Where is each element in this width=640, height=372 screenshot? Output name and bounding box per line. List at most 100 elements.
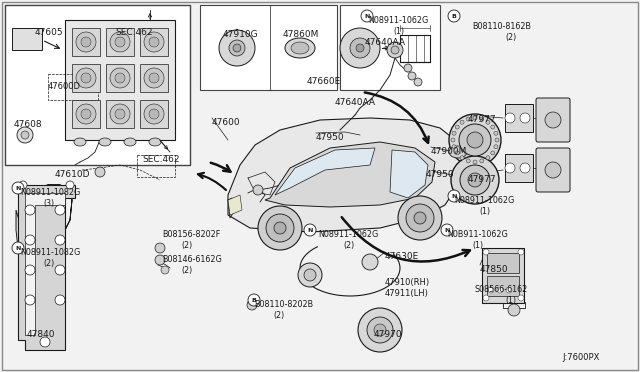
Bar xyxy=(140,100,168,128)
Circle shape xyxy=(362,254,378,270)
Circle shape xyxy=(25,265,35,275)
Circle shape xyxy=(358,308,402,352)
Circle shape xyxy=(466,117,470,121)
Text: N: N xyxy=(15,186,20,190)
Text: (2): (2) xyxy=(181,241,192,250)
Circle shape xyxy=(55,295,65,305)
Circle shape xyxy=(21,131,29,139)
Circle shape xyxy=(468,173,482,187)
Text: B08110-8202B: B08110-8202B xyxy=(254,300,313,309)
Circle shape xyxy=(12,182,24,194)
Circle shape xyxy=(460,156,464,160)
Circle shape xyxy=(155,243,165,253)
Circle shape xyxy=(95,167,105,177)
Circle shape xyxy=(361,10,373,22)
Text: 47630E: 47630E xyxy=(385,252,419,261)
Polygon shape xyxy=(228,118,460,232)
Text: 47970: 47970 xyxy=(374,330,403,339)
Bar xyxy=(482,248,524,303)
Circle shape xyxy=(374,324,386,336)
Circle shape xyxy=(414,212,426,224)
Text: 47950: 47950 xyxy=(426,170,454,179)
Circle shape xyxy=(19,181,27,189)
Circle shape xyxy=(12,242,24,254)
Bar xyxy=(505,154,533,182)
Circle shape xyxy=(298,263,322,287)
Circle shape xyxy=(66,181,74,189)
Text: (2): (2) xyxy=(181,266,192,275)
Bar xyxy=(106,64,134,92)
Circle shape xyxy=(76,68,96,88)
Text: 47910G: 47910G xyxy=(223,30,259,39)
Polygon shape xyxy=(265,142,435,207)
Circle shape xyxy=(486,156,490,160)
Circle shape xyxy=(76,32,96,52)
Circle shape xyxy=(491,125,495,129)
Text: N08911-1062G: N08911-1062G xyxy=(368,16,428,25)
Circle shape xyxy=(76,104,96,124)
Circle shape xyxy=(219,30,255,66)
Text: 47900M: 47900M xyxy=(431,147,467,156)
Circle shape xyxy=(258,206,302,250)
Circle shape xyxy=(266,214,294,242)
Circle shape xyxy=(149,109,159,119)
Ellipse shape xyxy=(291,42,309,54)
Circle shape xyxy=(483,249,489,255)
Circle shape xyxy=(144,68,164,88)
Circle shape xyxy=(404,64,412,72)
Text: 47977: 47977 xyxy=(468,175,497,184)
Circle shape xyxy=(459,124,491,156)
Circle shape xyxy=(149,37,159,47)
Bar xyxy=(5,5,190,165)
Circle shape xyxy=(494,131,498,135)
Circle shape xyxy=(25,205,35,215)
Bar xyxy=(340,5,440,90)
Circle shape xyxy=(110,32,130,52)
Circle shape xyxy=(414,78,422,86)
Text: 47600: 47600 xyxy=(212,118,241,127)
Circle shape xyxy=(17,127,33,143)
Text: B: B xyxy=(452,13,456,19)
Text: N: N xyxy=(15,246,20,250)
Circle shape xyxy=(144,104,164,124)
Circle shape xyxy=(115,73,125,83)
Circle shape xyxy=(25,235,35,245)
Text: 47600D: 47600D xyxy=(48,82,81,91)
Text: 47640AA: 47640AA xyxy=(335,98,376,107)
Text: B08156-8202F: B08156-8202F xyxy=(162,230,220,239)
Circle shape xyxy=(488,287,494,293)
Bar xyxy=(140,64,168,92)
Circle shape xyxy=(455,151,460,155)
Circle shape xyxy=(248,294,260,306)
Ellipse shape xyxy=(74,138,86,146)
Text: (1): (1) xyxy=(479,207,490,216)
Circle shape xyxy=(449,114,501,166)
Text: 47910(RH): 47910(RH) xyxy=(385,278,430,287)
Text: 47608: 47608 xyxy=(14,120,43,129)
Circle shape xyxy=(460,165,490,195)
Ellipse shape xyxy=(124,138,136,146)
Circle shape xyxy=(274,222,286,234)
Text: N: N xyxy=(444,228,450,232)
Text: 47950: 47950 xyxy=(316,133,344,142)
Bar xyxy=(487,276,519,296)
Text: J:7600PX: J:7600PX xyxy=(562,353,600,362)
Ellipse shape xyxy=(449,146,467,158)
Bar xyxy=(48,74,98,100)
Circle shape xyxy=(452,145,456,149)
Text: 47605: 47605 xyxy=(35,28,63,37)
Circle shape xyxy=(508,304,520,316)
Circle shape xyxy=(367,317,393,343)
Circle shape xyxy=(518,249,524,255)
Bar xyxy=(106,100,134,128)
Circle shape xyxy=(473,160,477,164)
Circle shape xyxy=(491,151,495,155)
Circle shape xyxy=(81,109,91,119)
Circle shape xyxy=(452,131,456,135)
Text: (1): (1) xyxy=(393,27,404,36)
Circle shape xyxy=(520,113,530,123)
Circle shape xyxy=(110,68,130,88)
Bar xyxy=(72,64,100,92)
Circle shape xyxy=(149,73,159,83)
Circle shape xyxy=(340,28,380,68)
